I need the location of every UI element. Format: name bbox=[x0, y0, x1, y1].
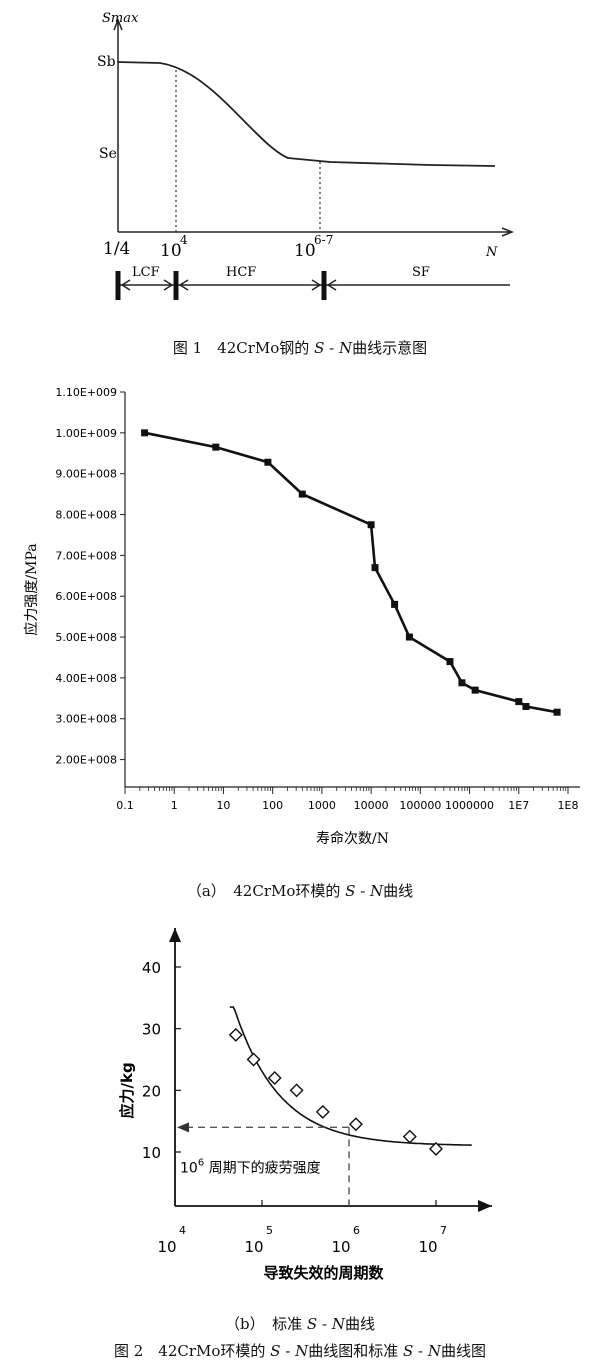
chart-b-data-point bbox=[429, 1141, 443, 1156]
chart-b-y-tick-label: 10 bbox=[142, 1144, 161, 1162]
chart-a-y-axis-title: 应力强度/MPa bbox=[23, 543, 40, 635]
chart-a-data-point bbox=[405, 633, 413, 641]
chart-a-y-tick-label: 1.00E+009 bbox=[55, 427, 117, 440]
chart-a-data-point bbox=[515, 698, 523, 706]
chart-a-data-point bbox=[458, 679, 466, 687]
chart-a-x-tick-label: 10 bbox=[216, 799, 230, 812]
chart-b-x-tick-base: 10 bbox=[418, 1238, 437, 1256]
chart-a-x-tick-label: 1 bbox=[171, 799, 178, 812]
fig1-n-label: N bbox=[485, 245, 498, 260]
chart-b-x-tick-exp: 4 bbox=[179, 1224, 186, 1237]
chart-a-y-tick-label: 4.00E+008 bbox=[55, 672, 117, 685]
figure1-caption: 图 1 42CrMo钢的 S - N曲线示意图 bbox=[172, 339, 428, 357]
chart-a-caption: （a） 42CrMo环模的 S - N曲线 bbox=[186, 882, 414, 900]
chart-a-y-tick-label: 6.00E+008 bbox=[55, 590, 117, 603]
figure1-schematic: Smax Sb Se N 1/4 10 4 10 6-7 LCF HCF SF bbox=[97, 11, 515, 300]
chart-a-data-point bbox=[298, 490, 306, 498]
chart-b-data-point bbox=[246, 1052, 261, 1067]
chart-a-y-tick-label: 1.10E+009 bbox=[55, 386, 117, 399]
chart-b-data-point bbox=[315, 1104, 330, 1119]
chart-a-x-axis-title: 寿命次数/N bbox=[316, 830, 389, 847]
fig1-arrow-hcf-left bbox=[178, 279, 189, 291]
chart-a-data-point bbox=[522, 702, 530, 710]
fig1-xtick-1e6-base: 10 bbox=[294, 241, 316, 261]
chart-b-y-axis-title: 应力/kg bbox=[118, 1062, 136, 1118]
chart-a-data-point bbox=[553, 708, 561, 716]
chart-a-x-tick-label: 10000 bbox=[354, 799, 389, 812]
fig1-se-label: Se bbox=[99, 146, 117, 162]
chart-b-x-tick-base: 10 bbox=[331, 1238, 350, 1256]
chart-a-y-tick-label: 7.00E+008 bbox=[55, 549, 117, 562]
chart-b-data-point bbox=[228, 1027, 243, 1042]
chart-b-annotation-arrowhead bbox=[177, 1122, 189, 1133]
chart-a-x-tick-label: 100 bbox=[262, 799, 283, 812]
chart-a-data-point bbox=[446, 658, 454, 666]
fig1-y-arrowhead bbox=[113, 17, 123, 31]
chart-b-data-point bbox=[402, 1129, 417, 1144]
fig1-xtick-1e6-exp: 6-7 bbox=[314, 233, 333, 247]
chart-b-x-tick-exp: 6 bbox=[353, 1224, 360, 1237]
chart-a-x-tick-label: 0.1 bbox=[116, 799, 134, 812]
chart-b-x-tick-base: 10 bbox=[157, 1238, 176, 1256]
chart-a-y-tick-label: 5.00E+008 bbox=[55, 631, 117, 644]
chart-a-x-tick-label: 1000 bbox=[308, 799, 336, 812]
figure2-caption: 图 2 42CrMo环模的 S - N曲线图和标准 S - N曲线图 bbox=[113, 1342, 487, 1360]
chart-a-y-tick-label: 2.00E+008 bbox=[55, 754, 117, 767]
fig1-arrow-lcf-left bbox=[120, 279, 131, 291]
chart-b-data-point bbox=[348, 1117, 363, 1132]
chart-a-data-point bbox=[391, 600, 399, 608]
chart-b-caption: （b） 标准 S - N曲线 bbox=[225, 1315, 375, 1333]
chart-b-x-tick-exp: 5 bbox=[266, 1224, 273, 1237]
chart-b-y-tick-label: 20 bbox=[142, 1082, 161, 1100]
chart-a-data-point bbox=[264, 458, 272, 466]
chart-a-x-tick-label: 1000000 bbox=[445, 799, 494, 812]
fig1-x-arrowhead bbox=[501, 227, 515, 237]
chart-a-x-tick-label: 1E7 bbox=[508, 799, 529, 812]
chart-a-y-tick-label: 8.00E+008 bbox=[55, 509, 117, 522]
chart-a-data-point bbox=[471, 686, 479, 694]
chart-b-data-point bbox=[289, 1083, 304, 1098]
chart-a-y-tick-label: 9.00E+008 bbox=[55, 468, 117, 481]
fig1-region-lcf: LCF bbox=[132, 265, 160, 280]
fig1-xtick-quarter: 1/4 bbox=[103, 239, 130, 259]
fig1-xtick-1e4-base: 10 bbox=[160, 241, 182, 261]
fig1-sb-label: Sb bbox=[97, 54, 116, 70]
chart-a-x-tick-label: 1E8 bbox=[558, 799, 579, 812]
chart-a-y-tick-label: 3.00E+008 bbox=[55, 713, 117, 726]
fig1-arrow-lcf-right bbox=[163, 279, 174, 291]
chart-b-y-tick-label: 30 bbox=[142, 1021, 161, 1039]
fig1-sn-curve bbox=[117, 61, 496, 167]
chart-b-y-tick-label: 40 bbox=[142, 959, 161, 977]
chart-b-x-tick-base: 10 bbox=[244, 1238, 263, 1256]
chart-a-x-tick-label: 100000 bbox=[399, 799, 441, 812]
chart-b-data-point bbox=[267, 1071, 282, 1085]
chart-a-data-point bbox=[141, 429, 149, 437]
chart-a-data-point bbox=[371, 564, 379, 572]
chart-b-annotation-label: 106 周期下的疲劳强度 bbox=[180, 1157, 321, 1176]
chart-b-x-tick-exp: 7 bbox=[440, 1224, 447, 1237]
fig1-region-sf: SF bbox=[412, 265, 430, 280]
chart-b-fit-curve bbox=[229, 1006, 472, 1146]
chart-b-x-axis-title: 导致失效的周期数 bbox=[263, 1264, 384, 1282]
fig1-arrow-hcf-right bbox=[311, 279, 322, 291]
chart-a-sn-curve: 1.10E+009 1.00E+009 9.00E+008 8.00E+008 7.00… bbox=[23, 386, 580, 847]
chart-b-x-arrowhead bbox=[478, 1200, 492, 1212]
fig1-xtick-1e4-exp: 4 bbox=[180, 233, 188, 247]
fig1-region-hcf: HCF bbox=[226, 265, 256, 280]
chart-a-series-line bbox=[144, 431, 558, 714]
fig1-smax-label: Smax bbox=[102, 11, 139, 26]
chart-b-y-arrowhead bbox=[169, 928, 181, 942]
chart-a-data-point bbox=[367, 521, 375, 529]
fig1-arrow-sf-left bbox=[326, 279, 337, 291]
chart-a-data-point bbox=[212, 443, 220, 451]
